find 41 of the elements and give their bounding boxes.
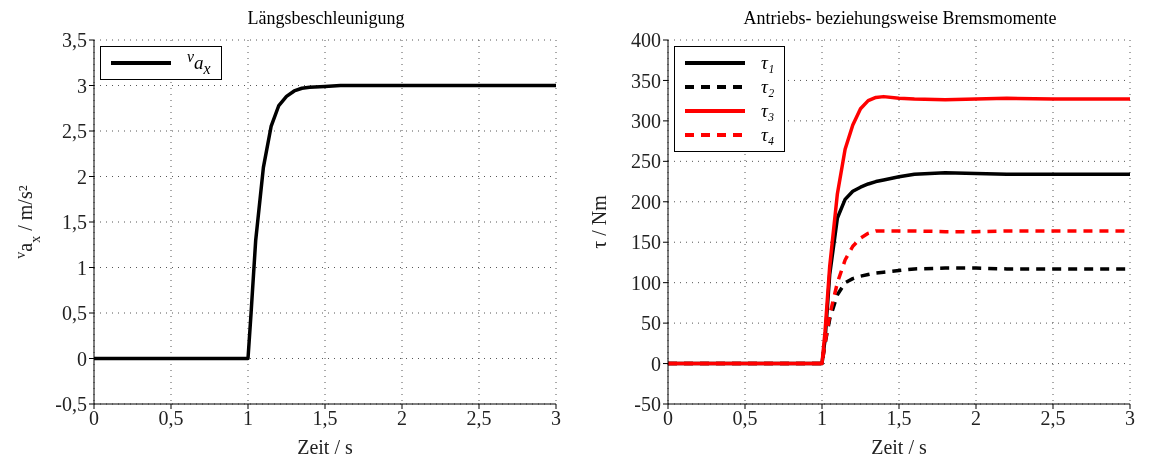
chart-title: Längsbeschleunigung [247,8,405,28]
y-tick-label: 1,5 [62,211,87,234]
x-tick-label: 2 [971,407,981,430]
x-tick-label: 1,5 [886,407,912,430]
x-tick-label: 0,5 [158,407,184,430]
x-tick-label: 1 [243,407,253,430]
x-axis-title: Zeit / s [297,436,353,458]
x-tick-label: 2,5 [1040,407,1066,430]
y-tick-label: 150 [631,231,661,254]
legend-label: τ₄ [761,124,775,146]
y-tick-label: 0 [77,347,87,370]
legend-label: τ₂ [761,76,775,98]
y-tick-label: 250 [631,150,661,173]
y-tick-label: 1 [77,256,87,279]
y-tick-label: -50 [634,393,661,416]
y-tick-label: 100 [631,271,661,294]
y-tick-label: 350 [631,69,661,92]
x-tick-label: 1,5 [312,407,338,430]
chart-title: Antriebs- beziehungsweise Bremsmomente [743,8,1057,28]
y-axis-title: τ / Nm [588,194,610,249]
legend-label: $^{v}$a$_{x}$ [187,47,211,79]
y-tick-label: 3,5 [62,29,87,52]
x-tick-label: 3 [1125,407,1135,430]
x-tick-label: 2,5 [466,407,492,430]
y-tick-label: 2 [77,165,87,188]
y-tick-label: 0,5 [62,302,87,325]
x-tick-label: 2 [397,407,407,430]
x-tick-label: 3 [551,407,561,430]
y-tick-label: 2,5 [62,120,87,143]
y-tick-label: -0,5 [55,393,87,416]
x-tick-label: 0,5 [732,407,758,430]
y-tick-label: 0 [651,352,661,375]
y-tick-label: 200 [631,190,661,213]
y-tick-label: 400 [631,29,661,52]
x-tick-label: 1 [817,407,827,430]
legend-label: τ₃ [761,100,775,122]
x-axis-title: Zeit / s [871,436,927,458]
y-tick-label: 300 [631,109,661,132]
legend-label: τ₁ [761,52,775,74]
y-tick-label: 3 [77,74,87,97]
y-tick-label: 50 [641,312,661,335]
